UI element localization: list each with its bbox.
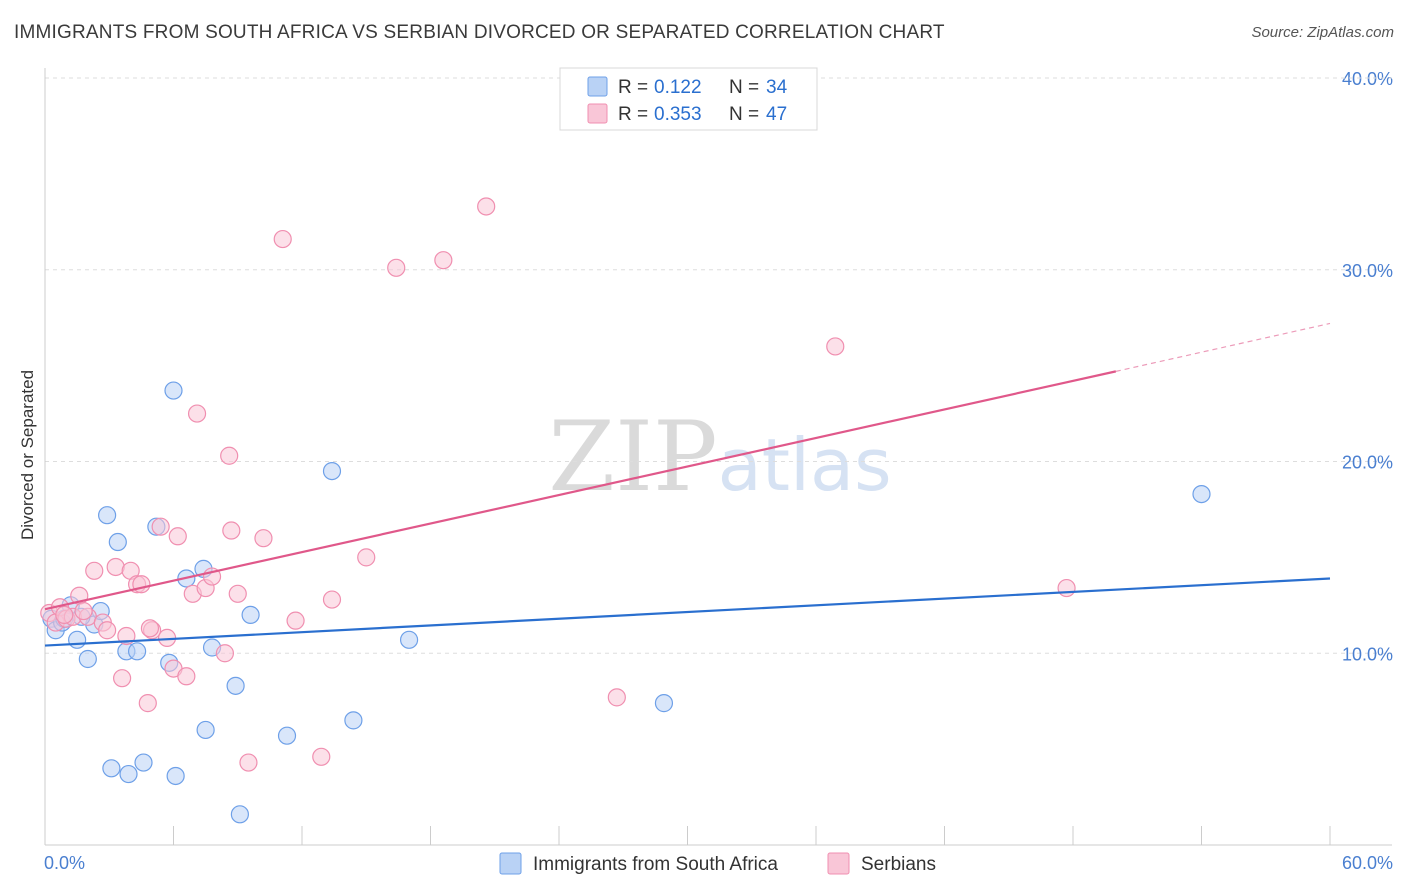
data-point (286, 611, 305, 630)
watermark: ZIPatlas (548, 401, 891, 513)
data-point (254, 529, 273, 548)
series-legend-swatch (827, 852, 850, 875)
data-point (138, 694, 157, 713)
data-point (226, 676, 245, 695)
stats-r-label: R = (618, 77, 648, 98)
chart-title: IMMIGRANTS FROM SOUTH AFRICA VS SERBIAN … (14, 22, 945, 43)
stats-legend-swatch (587, 76, 608, 97)
stats-n-label: N = (729, 77, 759, 98)
data-point (166, 766, 185, 786)
data-point (112, 669, 132, 688)
data-point (220, 446, 239, 465)
data-point (399, 630, 419, 649)
data-point (74, 601, 93, 621)
series-legend-label: Serbians (861, 854, 936, 875)
data-point (102, 759, 121, 778)
data-point (273, 229, 292, 249)
data-point (277, 726, 297, 745)
data-point (654, 694, 674, 713)
data-point (357, 548, 376, 567)
trend-line-south-africa (44, 577, 1331, 647)
watermark-atlas: atlas (718, 423, 892, 507)
data-point (239, 753, 258, 772)
x-tick-label-max: 60.0% (1342, 853, 1393, 873)
series-legend-label: Immigrants from South Africa (533, 854, 778, 875)
data-point (322, 461, 342, 481)
stats-n-value: 34 (766, 77, 788, 98)
data-point (826, 337, 845, 356)
y-tick-label: 10.0% (1342, 644, 1393, 664)
trend-line-serbians (44, 370, 1117, 611)
data-point (1057, 578, 1076, 598)
data-point (196, 720, 215, 740)
x-tick-label-min: 0.0% (44, 853, 85, 873)
data-point (164, 381, 183, 400)
data-point (140, 619, 160, 638)
data-point (98, 621, 117, 640)
data-point (241, 605, 260, 625)
series-serbians (40, 197, 1076, 772)
data-point (134, 753, 153, 772)
stats-r-value: 0.353 (654, 104, 702, 125)
y-tick-label: 30.0% (1342, 261, 1393, 281)
data-point (322, 590, 342, 609)
data-point (78, 649, 97, 669)
data-point (151, 517, 170, 536)
data-point (222, 521, 241, 540)
source-label: Source: ZipAtlas.com (1251, 24, 1394, 41)
stats-r-label: R = (618, 104, 648, 125)
trend-line-extension (1115, 322, 1331, 372)
series-legend-swatch (499, 852, 522, 875)
data-point (607, 688, 626, 707)
data-point (119, 764, 138, 784)
stats-legend: R = 0.122 N = 34 R = 0.353 N = 47 (559, 67, 818, 131)
data-point (312, 747, 331, 766)
data-point (344, 711, 363, 730)
series-legend: Immigrants from South Africa Serbians (499, 852, 936, 875)
data-point (387, 258, 406, 277)
data-point (187, 404, 207, 423)
data-point (477, 197, 496, 216)
data-point (85, 561, 104, 580)
stats-n-label: N = (729, 104, 759, 125)
stats-n-value: 47 (766, 104, 787, 125)
stats-r-value: 0.122 (654, 77, 702, 98)
y-tick-label: 20.0% (1342, 453, 1393, 473)
data-point (108, 532, 127, 552)
data-point (228, 584, 247, 603)
data-point (230, 805, 249, 824)
data-point (168, 527, 187, 546)
watermark-zip: ZIP (548, 401, 717, 513)
data-point (106, 557, 125, 577)
stats-legend-swatch (587, 103, 608, 124)
data-point (55, 605, 74, 625)
data-point (1192, 484, 1211, 504)
data-point (434, 251, 453, 270)
data-point (68, 630, 87, 649)
data-point (98, 506, 117, 525)
data-point (127, 642, 147, 661)
y-tick-label: 40.0% (1342, 69, 1393, 89)
data-point (215, 644, 234, 663)
data-point (177, 667, 196, 686)
